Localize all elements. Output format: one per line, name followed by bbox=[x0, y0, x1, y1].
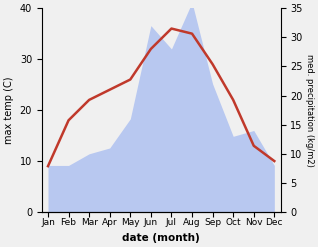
Y-axis label: max temp (C): max temp (C) bbox=[4, 76, 14, 144]
X-axis label: date (month): date (month) bbox=[122, 233, 200, 243]
Y-axis label: med. precipitation (kg/m2): med. precipitation (kg/m2) bbox=[305, 54, 314, 166]
